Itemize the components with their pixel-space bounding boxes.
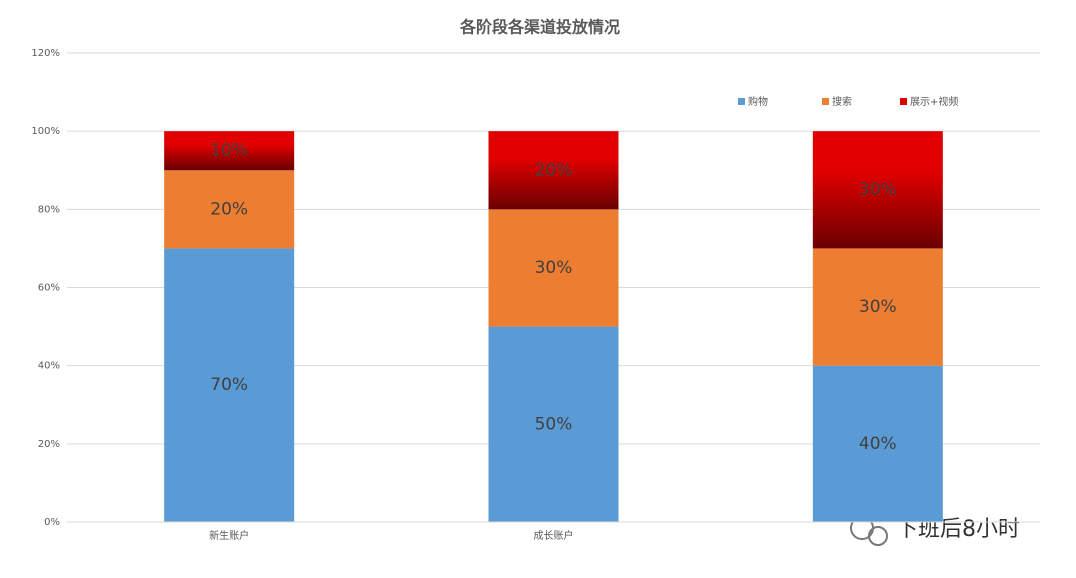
data-label: 70% <box>210 375 248 395</box>
chart-title: 各阶段各渠道投放情况 <box>459 18 620 37</box>
bar-segment <box>488 326 619 522</box>
bar-segment <box>812 131 943 249</box>
bar-segment <box>812 365 943 522</box>
legend-swatch <box>822 98 829 105</box>
y-tick-label: 60% <box>38 283 60 294</box>
y-tick-label: 0% <box>44 517 60 528</box>
legend-swatch <box>900 98 907 105</box>
data-label: 10% <box>210 141 248 161</box>
x-tick-label: 成长账户 <box>534 529 574 542</box>
legend-label: 搜索 <box>832 95 852 108</box>
data-label: 30% <box>859 297 897 317</box>
legend-label: 购物 <box>748 95 768 108</box>
bar-segment <box>812 248 943 366</box>
data-label: 30% <box>859 180 897 200</box>
data-label: 50% <box>535 414 573 434</box>
data-label: 30% <box>535 258 573 278</box>
y-tick-label: 40% <box>38 361 60 372</box>
bar-segment <box>488 209 619 327</box>
y-tick-label: 120% <box>31 48 60 59</box>
y-tick-label: 100% <box>31 126 60 137</box>
data-label: 20% <box>535 160 573 180</box>
x-tick-label: 新生账户 <box>209 529 249 542</box>
bar-segment <box>164 248 295 522</box>
legend-label: 展示+视频 <box>910 95 958 108</box>
y-tick-label: 20% <box>38 439 60 450</box>
bar-segment <box>164 170 295 249</box>
data-label: 20% <box>210 199 248 219</box>
legend-swatch <box>738 98 745 105</box>
y-tick-label: 80% <box>38 204 60 215</box>
data-label: 40% <box>859 434 897 454</box>
bar-segment <box>164 131 295 171</box>
bar-segment <box>488 131 619 210</box>
